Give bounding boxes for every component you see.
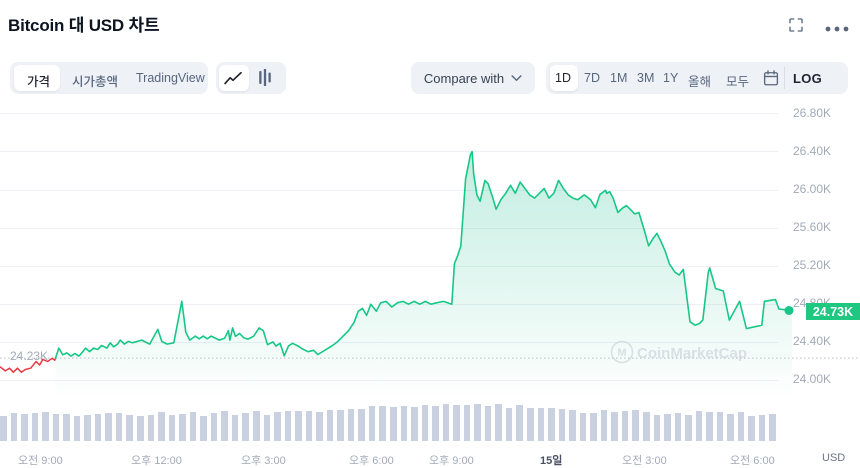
- svg-text:M: M: [617, 347, 626, 359]
- svg-text:CoinMarketCap: CoinMarketCap: [637, 345, 747, 362]
